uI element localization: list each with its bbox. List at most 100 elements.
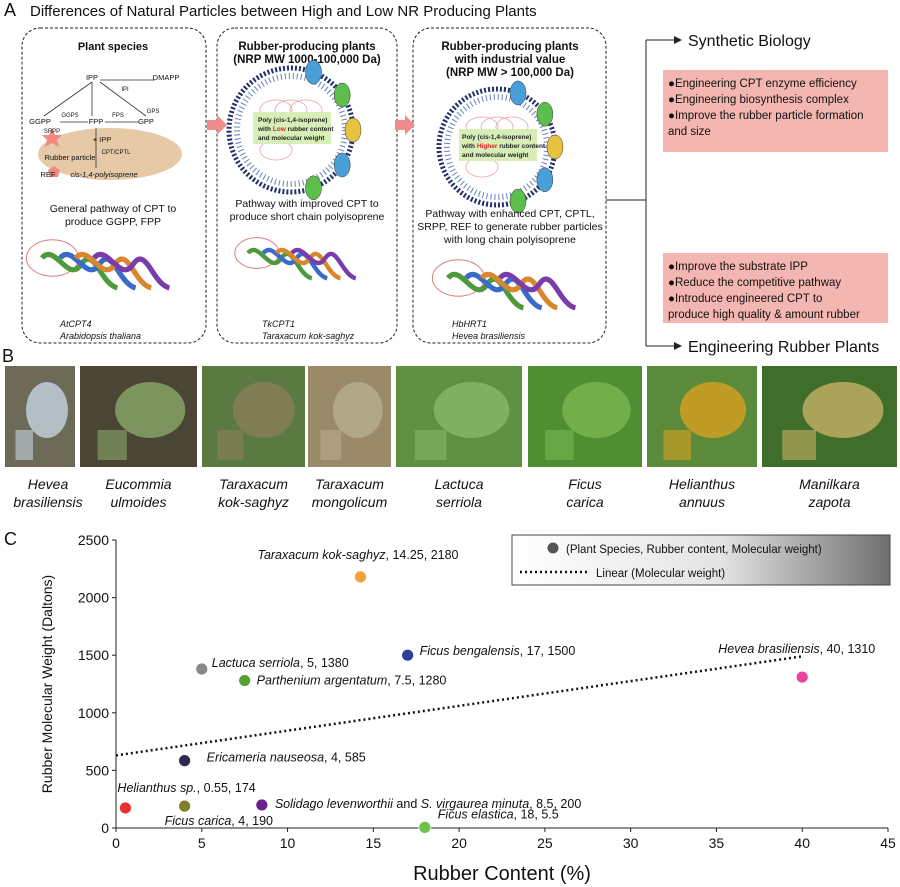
point-label: Ficus bengalensis, 17, 1500 [420,644,576,658]
photo-detail [15,430,33,460]
particle-label-bg [253,112,331,144]
point-label: Ericameria nauseosa, 4, 585 [207,751,366,765]
plant-name: Eucommia [105,476,171,492]
point-label-part: , 14.25, 2180 [386,548,459,562]
data-point [238,674,252,687]
y-tick-label: 2000 [78,590,109,606]
x-tick-label: 35 [709,835,725,851]
particle-label: with Higher rubber content [461,143,546,150]
outcome-bullet: ●Improve the rubber particle formation [668,110,864,122]
data-point [178,799,192,813]
box-caption: SRPP, REF to generate rubber particles [417,221,602,233]
plant-name: Helianthus [669,476,735,492]
point-label: Parthenium argentatum, 7.5, 1280 [257,674,447,688]
point-label-part: , 8.5, 200 [529,797,581,811]
point-label: Solidago levenworthii and S. virgaurea m… [275,797,582,811]
legend-label: Linear (Molecular weight) [596,568,725,580]
plant-name: carica [566,494,604,510]
protein-ribbon [92,251,171,291]
x-tick-label: 40 [794,835,810,851]
outcome-bullet: and size [668,126,711,138]
x-tick-label: 25 [537,835,553,851]
protein-name: TkCPT1 [262,319,295,329]
protein-ribbon [498,271,577,311]
particle-label-part: Higher [477,143,498,150]
plant-name: Ficus [568,476,601,492]
panel-box [412,27,607,344]
point-label: Helianthus sp., 0.55, 174 [117,781,255,795]
plant-name: brasiliensis [13,494,82,510]
data-point [795,670,809,684]
diagram-label: cis-1,4-polyisoprene [70,170,137,179]
pathway-arrow [43,81,93,117]
diagram-label: + IPP [93,135,112,144]
point-label-part: Hevea brasiliensis [718,642,819,656]
data-point [255,798,269,812]
photo-detail [680,382,746,438]
legend-label: (Plant Species, Rubber content, Molecula… [566,544,822,556]
point-label-part: , 40, 1310 [820,642,876,656]
point-label-part: , 5, 1380 [300,656,349,670]
panel-box [216,27,398,344]
point-label: Lactuca serriola, 5, 1380 [212,656,349,670]
x-tick-label: 15 [366,835,382,851]
x-axis-label: Rubber Content (%) [413,863,591,885]
point-label-part: Ficus bengalensis [420,644,520,658]
plant-name: annuus [679,494,725,510]
panel-label: A [4,0,16,20]
particle-label-part: and molecular weight [462,152,529,159]
protein [305,59,322,85]
plant-name: Hevea [28,476,69,492]
protein-name: AtCPT4 [59,319,92,329]
point-label-part: Ficus elastica [438,807,514,821]
outcome-bullet: ●Improve the substrate IPP [668,261,808,273]
pathway-arrow [99,81,147,117]
photo-detail [782,430,816,460]
photo-detail [217,430,244,460]
protein-name: HbHRT1 [452,319,487,329]
box-caption: Pathway with enhanced CPT, CPTL, [425,208,594,220]
x-tick-label: 5 [198,835,206,851]
diagram-label: GPS [147,109,160,115]
photo-detail [320,430,342,460]
y-tick-label: 1500 [78,647,109,663]
plant-name: ulmoides [110,494,166,510]
protein [344,117,362,143]
diagram-label: IPI [121,87,129,93]
plant-name: serriola [436,494,482,510]
photo-detail [232,382,295,438]
particle-label-part: and molecular weight [258,135,325,142]
panel-box [21,27,207,344]
diagram-label: GPP [138,117,154,126]
point-label: Ficus elastica, 18, 5.5 [438,807,559,821]
protein [305,175,322,201]
data-point [418,820,432,834]
particle-label: with Low rubber content [257,126,334,133]
point-label-part: Taraxacum kok-saghyz [257,548,386,562]
point-label-part: , 4, 585 [324,751,366,765]
point-label-part: , 4, 190 [231,814,273,828]
point-label-part: , 18, 5.5 [514,807,559,821]
point-label-part: S. virgaurea minuta [421,797,529,811]
protein-ribbon [290,248,357,281]
outcome-bullet: ●Introduce engineered CPT to [668,293,822,305]
plant-name: Lactuca [434,476,483,492]
protein-name: Hevea brasiliensis [452,331,526,341]
particle-label: Poly (cis-1,4-isoprene) [258,117,327,124]
protein [509,80,527,106]
box-caption: Pathway with improved CPT to [235,198,379,210]
panel-label: B [2,346,14,366]
protein [333,152,351,178]
point-label: Hevea brasiliensis, 40, 1310 [718,642,875,656]
protein [509,188,527,214]
y-tick-label: 0 [101,820,109,836]
outcome-box [663,253,888,323]
diagram-label: Rubber particle [45,153,96,162]
plant-name: kok-saghyz [218,494,289,510]
plant-name: mongolicum [312,494,388,510]
y-axis-label: Rubber Molecular Weight (Daltons) [39,575,55,793]
particle-label-part: rubber content [286,126,335,133]
diagram-label: FPP [89,117,104,126]
point-label-part: , 7.5, 1280 [387,674,446,688]
outcome-bullet: ●Reduce the competitive pathway [668,277,841,289]
